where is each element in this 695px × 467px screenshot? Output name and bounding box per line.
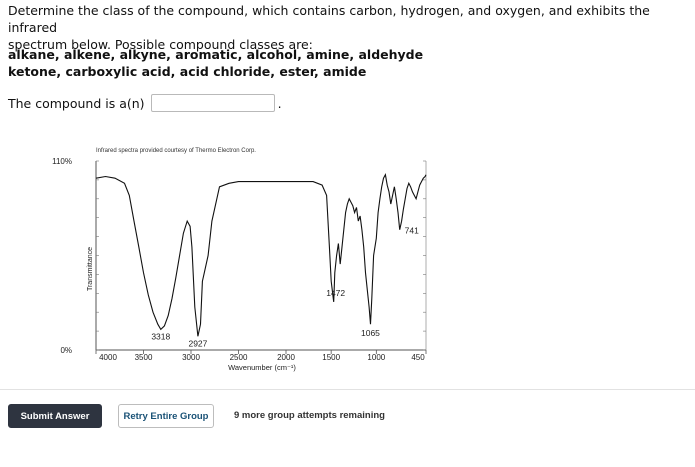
compound-classes: alkane, alkene, alkyne, aromatic, alcoho… xyxy=(8,46,423,80)
ir-spectrum-chart: Infrared spectra provided courtesy of Th… xyxy=(52,148,427,372)
y-minor-ticks xyxy=(96,160,426,351)
x-tick-label: 4000 xyxy=(99,353,117,362)
x-tick-label: 450 xyxy=(411,353,425,362)
peak-label: 741 xyxy=(405,226,419,236)
peak-label: 1065 xyxy=(361,328,380,338)
answer-suffix: . xyxy=(277,95,282,111)
answer-row: The compound is a(n) . xyxy=(8,94,282,112)
divider xyxy=(0,389,695,390)
classes-line-2: ketone, carboxylic acid, acid chloride, … xyxy=(8,64,367,79)
x-tick-label: 3000 xyxy=(182,353,200,362)
question-text: Determine the class of the compound, whi… xyxy=(8,2,688,53)
spectrum-line xyxy=(95,173,427,337)
x-tick-label: 3500 xyxy=(135,353,153,362)
plot-frame xyxy=(95,161,427,351)
answer-input[interactable] xyxy=(150,94,275,112)
answer-label: The compound is a(n) xyxy=(8,95,145,111)
attempts-remaining: 9 more group attempts remaining xyxy=(234,410,385,421)
peak-label: 1472 xyxy=(326,288,345,298)
submit-answer-button[interactable]: Submit Answer xyxy=(8,404,102,428)
x-tick-label: 2500 xyxy=(230,353,248,362)
peak-label: 2927 xyxy=(188,338,207,348)
question-line-2: spectrum below. Possible compound classe… xyxy=(8,37,313,52)
peak-annotations: 3318 2927 1472 1065 741 xyxy=(151,226,419,349)
x-axis-label: Wavenumber (cm⁻¹) xyxy=(228,363,296,372)
y-tick-label: 0% xyxy=(60,346,72,355)
x-tick-label: 1500 xyxy=(322,353,340,362)
classes-line-1: alkane, alkene, alkyne, aromatic, alcoho… xyxy=(8,47,424,62)
x-axis-ticks: 4000 3500 3000 2500 2000 1500 1000 450 xyxy=(95,350,427,362)
retry-group-button[interactable]: Retry Entire Group xyxy=(118,404,214,428)
question-line-1: Determine the class of the compound, whi… xyxy=(8,3,650,35)
chart-title: Infrared spectra provided courtesy of Th… xyxy=(96,148,256,154)
y-tick-label: 110% xyxy=(52,157,72,166)
y-axis-ticks: 110% 0% xyxy=(52,157,72,355)
x-tick-label: 2000 xyxy=(277,353,295,362)
y-axis-label: Transmittance xyxy=(87,247,94,291)
peak-label: 3318 xyxy=(151,331,170,341)
x-tick-label: 1000 xyxy=(367,353,385,362)
